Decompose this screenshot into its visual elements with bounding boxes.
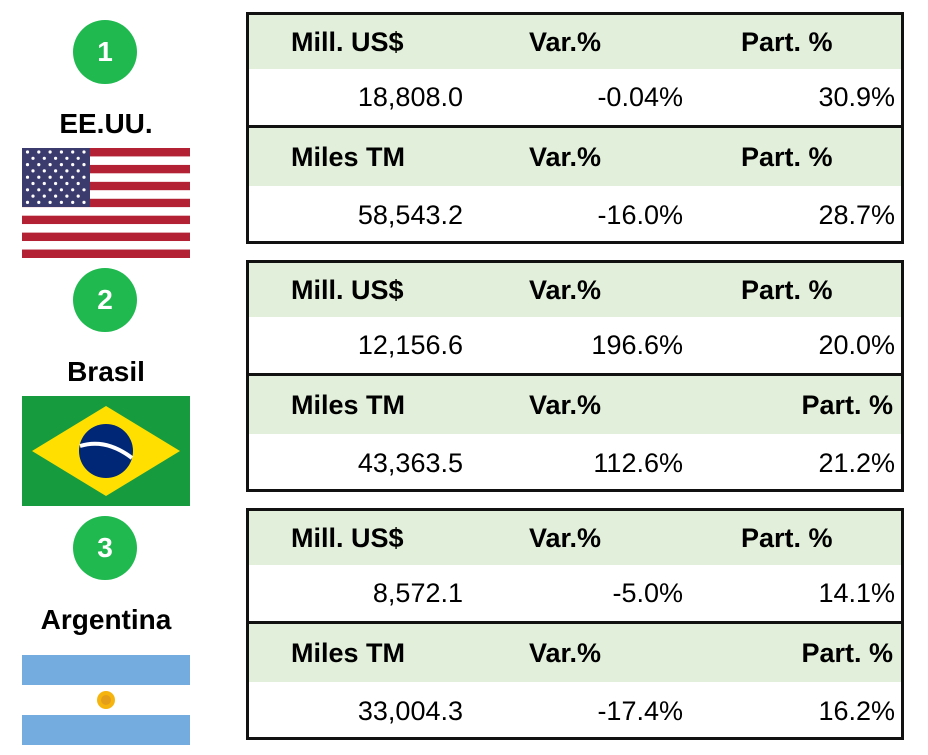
header-cell: Part. % — [801, 637, 893, 668]
header-row: Miles TM Var.% Part. % — [249, 125, 901, 186]
header-row: Miles TM Var.% Part. % — [249, 621, 901, 682]
header-cell: Miles TM — [291, 141, 406, 172]
header-row: Mill. US$ Var.% Part. % — [249, 263, 901, 317]
header-cell: Var.% — [529, 389, 602, 420]
value-row: 18,808.0 -0.04% 30.9% — [249, 69, 901, 125]
value-cell: 18,808.0 — [357, 81, 463, 112]
header-cell: Mill. US$ — [291, 274, 404, 305]
header-cell: Mill. US$ — [291, 522, 404, 553]
value-row: 43,363.5 112.6% 21.2% — [249, 434, 901, 492]
header-cell: Var.% — [529, 141, 602, 172]
header-cell: Part. % — [741, 26, 833, 57]
value-cell: 12,156.6 — [357, 329, 463, 360]
value-cell: 8,572.1 — [372, 577, 463, 608]
header-cell: Miles TM — [291, 637, 406, 668]
value-cell: 33,004.3 — [357, 695, 463, 726]
data-table: Mill. US$ Var.% Part. % 8,572.1 -5.0% 14.1% Mi… — [246, 508, 904, 740]
header-cell: Var.% — [529, 637, 602, 668]
value-cell: 112.6% — [593, 447, 683, 478]
value-cell: -17.4% — [597, 695, 683, 726]
value-cell: 196.6% — [591, 329, 683, 360]
data-table: Mill. US$ Var.% Part. % 12,156.6 196.6% 20.0%… — [246, 260, 904, 492]
value-cell: 30.9% — [818, 81, 895, 112]
data-table: Mill. US$ Var.% Part. % 18,808.0 -0.04% 30.9%… — [246, 12, 904, 244]
header-row: Mill. US$ Var.% Part. % — [249, 511, 901, 565]
rank-badge: 1 — [73, 20, 137, 84]
rank-badge: 2 — [73, 268, 137, 332]
value-cell: 43,363.5 — [357, 447, 463, 478]
flag — [22, 148, 190, 258]
flag — [22, 396, 190, 506]
value-cell: 16.2% — [818, 695, 895, 726]
header-cell: Miles TM — [291, 389, 406, 420]
header-cell: Var.% — [529, 26, 602, 57]
header-row: Miles TM Var.% Part. % — [249, 373, 901, 434]
header-cell: Mill. US$ — [291, 26, 404, 57]
value-cell: -0.04% — [597, 81, 683, 112]
value-cell: 28.7% — [818, 199, 895, 230]
header-row: Mill. US$ Var.% Part. % — [249, 15, 901, 69]
country-name: EE.UU. — [59, 108, 153, 139]
value-cell: 21.2% — [818, 447, 895, 478]
flag — [22, 655, 190, 745]
header-cell: Part. % — [741, 274, 833, 305]
country-name: Argentina — [40, 604, 172, 635]
value-cell: 58,543.2 — [357, 199, 463, 230]
header-cell: Part. % — [801, 389, 893, 420]
header-cell: Part. % — [741, 522, 833, 553]
header-cell: Var.% — [529, 522, 602, 553]
value-cell: 14.1% — [818, 577, 895, 608]
value-row: 8,572.1 -5.0% 14.1% — [249, 565, 901, 621]
value-cell: 20.0% — [818, 329, 895, 360]
value-row: 58,543.2 -16.0% 28.7% — [249, 186, 901, 244]
value-cell: -16.0% — [597, 199, 683, 230]
country-name: Brasil — [67, 356, 145, 387]
header-cell: Part. % — [741, 141, 833, 172]
value-row: 33,004.3 -17.4% 16.2% — [249, 682, 901, 740]
rank-badge: 3 — [73, 516, 137, 580]
header-cell: Var.% — [529, 274, 602, 305]
value-row: 12,156.6 196.6% 20.0% — [249, 317, 901, 373]
value-cell: -5.0% — [612, 577, 683, 608]
